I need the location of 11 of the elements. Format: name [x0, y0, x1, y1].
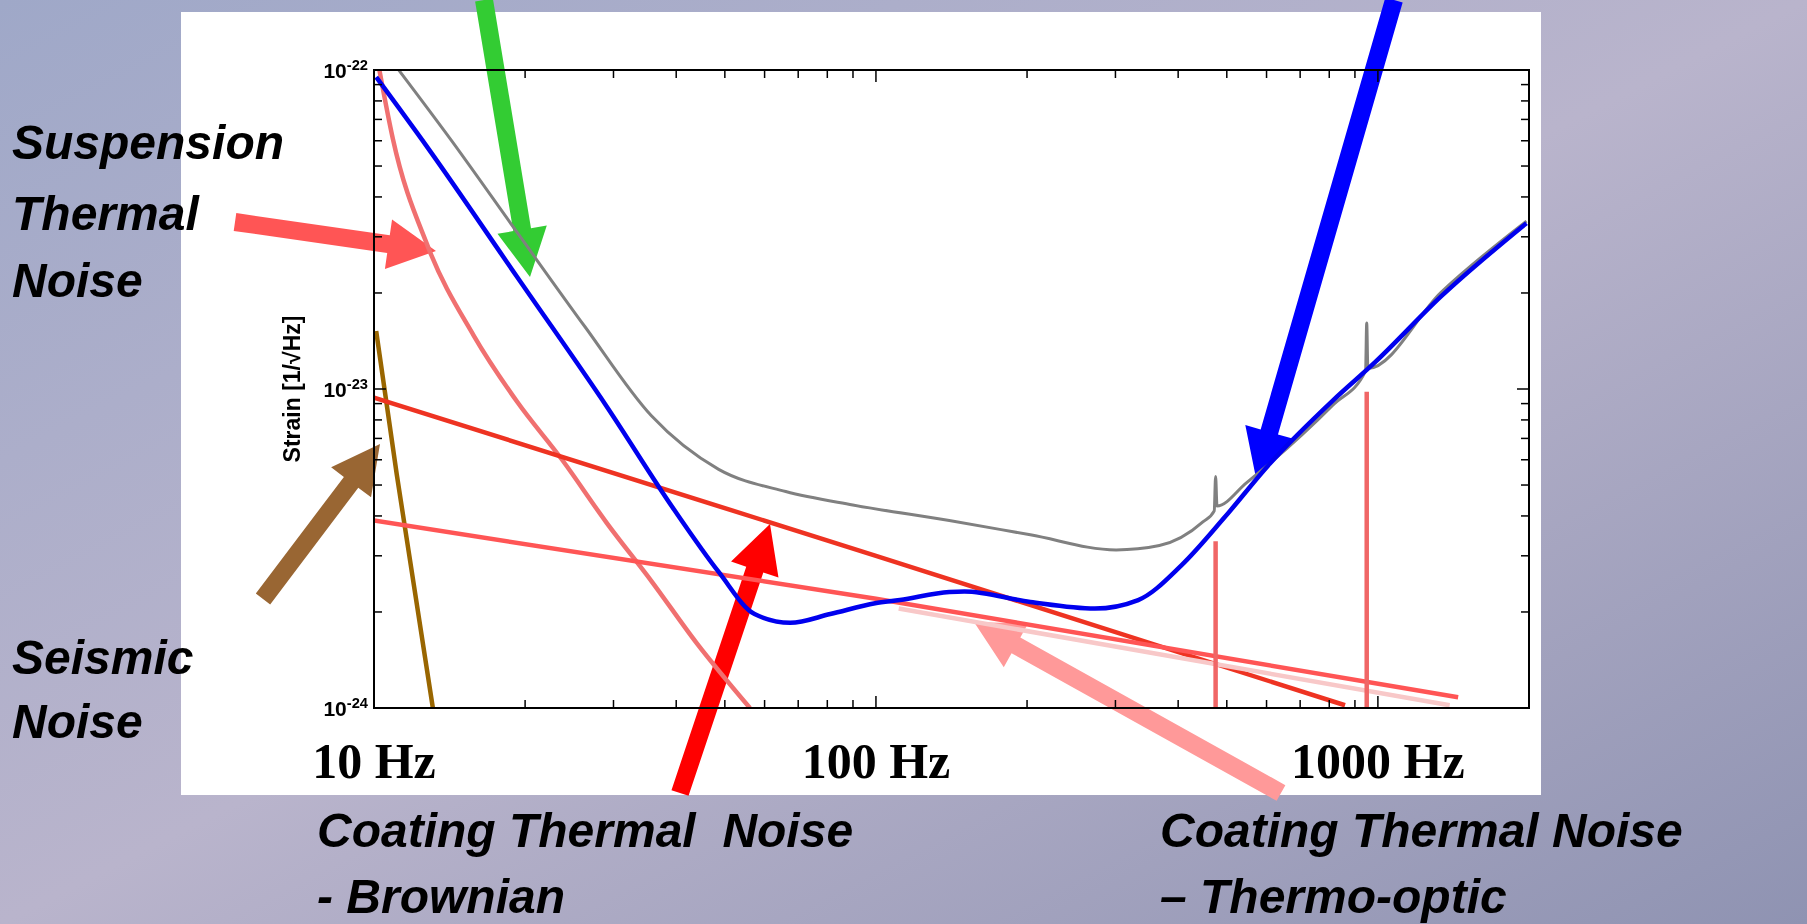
- y-tick-label: 10$^{-24}$: [323, 695, 369, 720]
- x-tick-label: 10 Hz: [312, 733, 436, 789]
- y-axis-title: Strain [1/√Hz]: [279, 315, 305, 463]
- y-tick-label: 10$^{-22}$: [323, 57, 368, 82]
- y-tick-label: 10$^{-23}$: [323, 376, 368, 401]
- x-tick-label: 100 Hz: [801, 733, 951, 789]
- text: Seismic Noise: [12, 631, 194, 748]
- text: Coating Thermal Noise - Brownian: [317, 804, 854, 923]
- text: Suspension Thermal Noise: [12, 116, 285, 307]
- text: Coating Thermal Noise – Thermo-optic: [1160, 804, 1683, 923]
- x-tick-label: 1000 Hz: [1291, 733, 1465, 789]
